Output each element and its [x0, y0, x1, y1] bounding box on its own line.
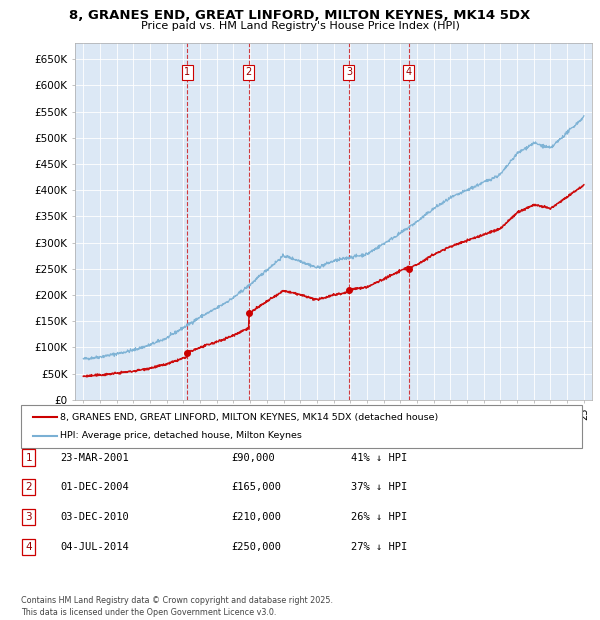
Text: £210,000: £210,000	[231, 512, 281, 522]
Text: 1: 1	[184, 67, 190, 78]
Text: 4: 4	[406, 67, 412, 78]
Text: 26% ↓ HPI: 26% ↓ HPI	[351, 512, 407, 522]
Text: 04-JUL-2014: 04-JUL-2014	[60, 542, 129, 552]
Text: 37% ↓ HPI: 37% ↓ HPI	[351, 482, 407, 492]
Text: 41% ↓ HPI: 41% ↓ HPI	[351, 453, 407, 463]
Text: 1: 1	[25, 453, 32, 463]
Text: Contains HM Land Registry data © Crown copyright and database right 2025.
This d: Contains HM Land Registry data © Crown c…	[21, 596, 333, 617]
Text: 8, GRANES END, GREAT LINFORD, MILTON KEYNES, MK14 5DX (detached house): 8, GRANES END, GREAT LINFORD, MILTON KEY…	[60, 413, 438, 422]
Text: 03-DEC-2010: 03-DEC-2010	[60, 512, 129, 522]
Text: 01-DEC-2004: 01-DEC-2004	[60, 482, 129, 492]
Text: 4: 4	[25, 542, 32, 552]
Text: 2: 2	[246, 67, 252, 78]
Text: 2: 2	[25, 482, 32, 492]
Text: 27% ↓ HPI: 27% ↓ HPI	[351, 542, 407, 552]
Text: 8, GRANES END, GREAT LINFORD, MILTON KEYNES, MK14 5DX: 8, GRANES END, GREAT LINFORD, MILTON KEY…	[70, 9, 530, 22]
Text: £250,000: £250,000	[231, 542, 281, 552]
Text: 3: 3	[25, 512, 32, 522]
Text: 3: 3	[346, 67, 352, 78]
Text: HPI: Average price, detached house, Milton Keynes: HPI: Average price, detached house, Milt…	[60, 432, 302, 440]
Text: £90,000: £90,000	[231, 453, 275, 463]
Text: £165,000: £165,000	[231, 482, 281, 492]
Text: Price paid vs. HM Land Registry's House Price Index (HPI): Price paid vs. HM Land Registry's House …	[140, 21, 460, 31]
Text: 23-MAR-2001: 23-MAR-2001	[60, 453, 129, 463]
